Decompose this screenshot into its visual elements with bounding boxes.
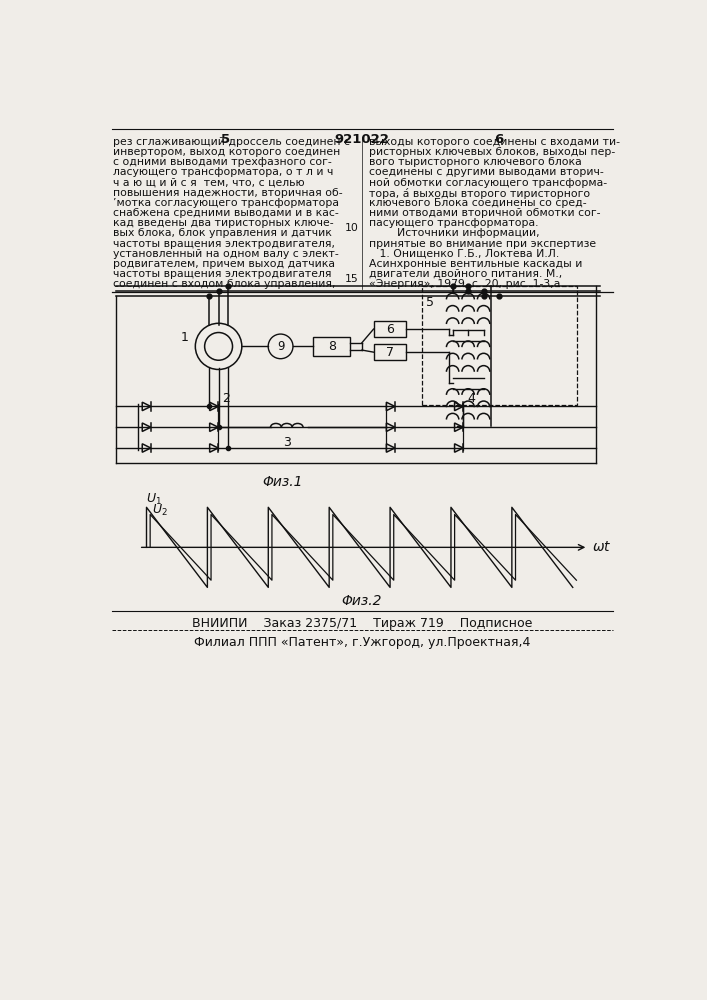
Text: 4: 4 — [467, 392, 475, 405]
Text: Филиал ППП «Патент», г.Ужгород, ул.Проектная,4: Филиал ППП «Патент», г.Ужгород, ул.Проек… — [194, 636, 530, 649]
Text: $\omega t$: $\omega t$ — [592, 540, 612, 554]
Text: ласующего трансформатора, о т л и ч: ласующего трансформатора, о т л и ч — [113, 167, 334, 177]
Text: тора, а́ выходы второго тиристорного: тора, а́ выходы второго тиристорного — [369, 188, 590, 199]
Text: 10: 10 — [345, 223, 359, 233]
Text: частоты вращения электродвигателя,: частоты вращения электродвигателя, — [113, 239, 335, 249]
Text: $U_1$: $U_1$ — [146, 492, 162, 507]
Text: 9: 9 — [277, 340, 284, 353]
Text: соединен с входом блока управления,: соединен с входом блока управления, — [113, 279, 336, 289]
Text: Асинхронные вентильные каскады и: Асинхронные вентильные каскады и — [369, 259, 583, 269]
Text: частоты вращения электродвигателя: частоты вращения электродвигателя — [113, 269, 332, 279]
Text: 5: 5 — [426, 296, 434, 309]
Text: $U_2$: $U_2$ — [152, 503, 168, 518]
Text: снабжена средними выводами и в кас-: снабжена средними выводами и в кас- — [113, 208, 339, 218]
Text: ной обмотки согласующего трансформа-: ной обмотки согласующего трансформа- — [369, 178, 607, 188]
Text: ними отводами вторичной обмотки сог-: ними отводами вторичной обмотки сог- — [369, 208, 600, 218]
Bar — [373, 344, 406, 360]
Text: 15: 15 — [345, 274, 359, 284]
Text: рез сглаживающий дроссель соединен с: рез сглаживающий дроссель соединен с — [113, 137, 350, 147]
Text: 6: 6 — [494, 133, 504, 146]
Text: 1. Онищенко Г.Б., Локтева И.Л.: 1. Онищенко Г.Б., Локтева И.Л. — [369, 249, 559, 259]
Text: Источники информации,: Источники информации, — [369, 228, 539, 238]
Bar — [313, 337, 351, 356]
Text: пасующего трансформатора.: пасующего трансформатора. — [369, 218, 539, 228]
Bar — [421, 286, 577, 405]
Text: 921022: 921022 — [334, 133, 390, 146]
Text: принятые во внимание при экспертизе: принятые во внимание при экспертизе — [369, 239, 596, 249]
Text: 2: 2 — [222, 392, 230, 405]
Text: 6: 6 — [386, 323, 394, 336]
Text: двигатели двойного питания. М.,: двигатели двойного питания. М., — [369, 269, 562, 279]
Text: Φиз.2: Φиз.2 — [341, 594, 382, 608]
Text: ключевого Блока соединены со сред-: ключевого Блока соединены со сред- — [369, 198, 587, 208]
Text: инвертором, выход которого соединен: инвертором, выход которого соединен — [113, 147, 341, 157]
Text: «Энергия», 1979, с. 20, рис. 1-3,а.: «Энергия», 1979, с. 20, рис. 1-3,а. — [369, 279, 563, 289]
Text: 3: 3 — [283, 436, 291, 449]
Text: ВНИИПИ    Заказ 2375/71    Тираж 719    Подписное: ВНИИПИ Заказ 2375/71 Тираж 719 Подписное — [192, 617, 532, 630]
Text: кад введены два тиристорных ключе-: кад введены два тиристорных ключе- — [113, 218, 334, 228]
Text: 7: 7 — [386, 346, 394, 359]
Text: ’мотка согласующего трансформатора: ’мотка согласующего трансформатора — [113, 198, 339, 208]
Text: с одними выводами трехфазного сог-: с одними выводами трехфазного сог- — [113, 157, 332, 167]
Text: повышения надежности, вторичная об-: повышения надежности, вторичная об- — [113, 188, 343, 198]
Text: 8: 8 — [328, 340, 336, 353]
Bar — [373, 321, 406, 337]
Text: Φиз.1: Φиз.1 — [262, 475, 303, 489]
Text: вых блока, блок управления и датчик: вых блока, блок управления и датчик — [113, 228, 332, 238]
Text: вого тыристорного ключевого блока: вого тыристорного ключевого блока — [369, 157, 582, 167]
Text: ч а ю щ и й с я  тем, что, с целью: ч а ю щ и й с я тем, что, с целью — [113, 178, 305, 188]
Text: выходы которого соединены с входами ти-: выходы которого соединены с входами ти- — [369, 137, 620, 147]
Text: 1: 1 — [180, 331, 188, 344]
Text: ристорных ключевых блоков, выходы пер-: ристорных ключевых блоков, выходы пер- — [369, 147, 615, 157]
Text: соединены с другими выводами вторич-: соединены с другими выводами вторич- — [369, 167, 604, 177]
Text: 5: 5 — [221, 133, 230, 146]
Text: родвигателем, причем выход датчика: родвигателем, причем выход датчика — [113, 259, 335, 269]
Text: установленный на одном валу с элект-: установленный на одном валу с элект- — [113, 249, 339, 259]
